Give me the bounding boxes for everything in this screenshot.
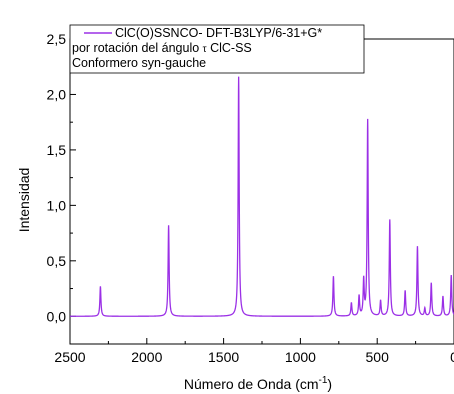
x-tick-label: 1000 — [285, 349, 316, 365]
y-tick-label: 0,0 — [47, 308, 67, 324]
x-tick-label: 500 — [366, 349, 390, 365]
y-tick-label: 1,5 — [47, 142, 67, 158]
series-line-spectrum — [70, 76, 454, 317]
legend-line-2: por rotación del ángulo τ ClC-SS — [72, 41, 252, 55]
x-tick-label: 2000 — [131, 349, 162, 365]
legend-line-3: Conformero syn-gauche — [72, 56, 206, 70]
legend: ClC(O)SSNCO- DFT-B3LYP/6-31+G* por rotac… — [69, 24, 365, 74]
y-tick-label: 2,5 — [47, 31, 67, 47]
x-tick-label: 0 — [450, 349, 454, 365]
plot-area-frame — [69, 38, 454, 345]
legend-series-label: ClC(O)SSNCO- DFT-B3LYP/6-31+G* — [115, 26, 322, 40]
x-tick-label: 2500 — [54, 349, 85, 365]
y-tick-label: 1,0 — [47, 197, 67, 213]
y-axis-title: Intensidad — [16, 168, 32, 233]
x-axis: 2500 2000 1500 1000 500 0 — [54, 338, 454, 365]
x-axis-title: Número de Onda (cm-1) — [184, 375, 332, 392]
y-tick-label: 2,0 — [47, 86, 67, 102]
y-axis: 0,0 0,5 1,0 1,5 2,0 2,5 — [47, 31, 76, 345]
y-tick-label: 0,5 — [47, 253, 67, 269]
legend-box — [69, 24, 365, 74]
x-tick-label: 1500 — [208, 349, 239, 365]
